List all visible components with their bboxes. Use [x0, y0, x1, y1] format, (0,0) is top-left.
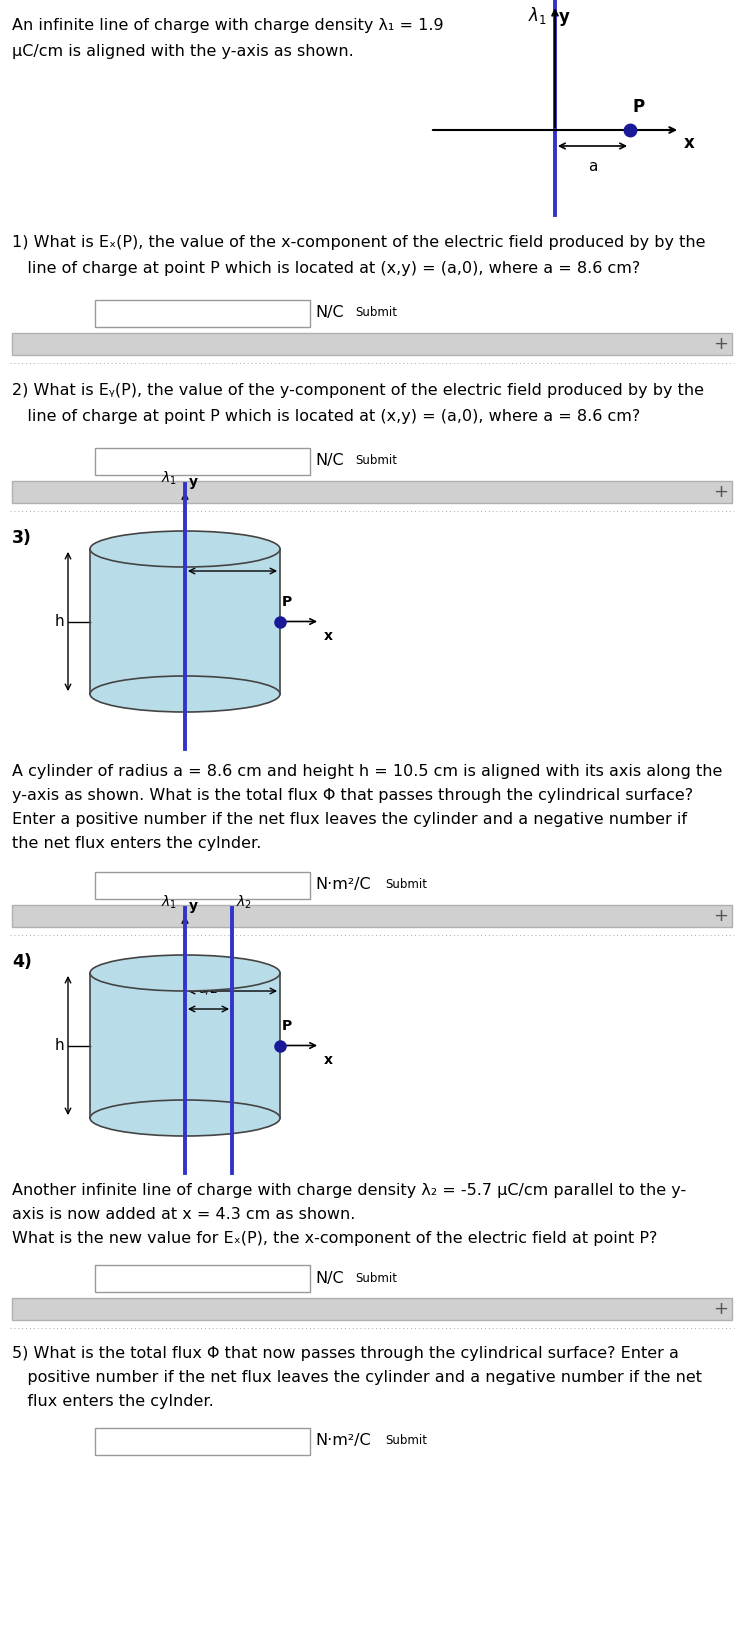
Text: 4): 4) — [12, 953, 32, 971]
Bar — [90, 548, 280, 694]
Ellipse shape — [90, 676, 280, 712]
Bar — [95, 871, 310, 899]
Text: a: a — [228, 543, 237, 557]
Text: μC/cm is aligned with the y-axis as shown.: μC/cm is aligned with the y-axis as show… — [12, 44, 353, 59]
Text: Submit: Submit — [355, 454, 397, 467]
Bar — [12, 333, 732, 356]
Text: a/2: a/2 — [199, 982, 219, 996]
Text: a: a — [214, 965, 222, 978]
Text: +: + — [713, 1301, 728, 1319]
Text: P: P — [282, 596, 292, 609]
Text: Submit: Submit — [385, 878, 427, 891]
Text: P: P — [633, 98, 645, 116]
Bar — [12, 906, 732, 927]
Text: P: P — [282, 1020, 292, 1033]
Text: y: y — [189, 899, 198, 912]
Text: N/C: N/C — [315, 1270, 344, 1286]
Bar — [95, 1265, 310, 1293]
Text: line of charge at point P which is located at (x,y) = (a,0), where a = 8.6 cm?: line of charge at point P which is locat… — [12, 261, 641, 276]
Bar — [95, 300, 310, 326]
Text: 1) What is Eₓ(P), the value of the x-component of the electric field produced by: 1) What is Eₓ(P), the value of the x-com… — [12, 235, 705, 250]
Text: What is the new value for Eₓ(P), the x-component of the electric field at point : What is the new value for Eₓ(P), the x-c… — [12, 1231, 658, 1245]
Text: x: x — [324, 630, 333, 643]
Text: A cylinder of radius a = 8.6 cm and height h = 10.5 cm is aligned with its axis : A cylinder of radius a = 8.6 cm and heig… — [12, 764, 722, 778]
Text: h: h — [54, 1038, 64, 1053]
Bar — [12, 1297, 732, 1320]
Text: a: a — [588, 158, 597, 175]
Text: flux enters the cylnder.: flux enters the cylnder. — [12, 1394, 214, 1408]
Text: 5) What is the total flux Φ that now passes through the cylindrical surface? Ent: 5) What is the total flux Φ that now pas… — [12, 1346, 679, 1361]
Text: $\lambda_1$: $\lambda_1$ — [528, 5, 547, 26]
Ellipse shape — [90, 955, 280, 991]
Text: N·m²/C: N·m²/C — [315, 1433, 371, 1449]
Text: N/C: N/C — [315, 454, 344, 468]
Text: +: + — [713, 483, 728, 501]
Text: positive number if the net flux leaves the cylinder and a negative number if the: positive number if the net flux leaves t… — [12, 1369, 702, 1386]
Text: x: x — [324, 1054, 333, 1067]
Text: y: y — [189, 475, 198, 490]
Text: 3): 3) — [12, 529, 32, 547]
Text: +: + — [713, 335, 728, 353]
Text: axis is now added at x = 4.3 cm as shown.: axis is now added at x = 4.3 cm as shown… — [12, 1208, 356, 1222]
Text: Submit: Submit — [355, 307, 397, 320]
Text: y: y — [559, 8, 570, 26]
Text: y-axis as shown. What is the total flux Φ that passes through the cylindrical su: y-axis as shown. What is the total flux … — [12, 788, 693, 803]
Text: N/C: N/C — [315, 305, 344, 320]
Text: +: + — [713, 907, 728, 925]
Text: h: h — [54, 614, 64, 628]
Text: $\lambda_1$: $\lambda_1$ — [161, 470, 177, 486]
Text: An infinite line of charge with charge density λ₁ = 1.9: An infinite line of charge with charge d… — [12, 18, 443, 33]
Text: Submit: Submit — [355, 1271, 397, 1284]
Bar — [95, 1428, 310, 1456]
Bar — [95, 449, 310, 475]
Ellipse shape — [90, 530, 280, 566]
Text: 2) What is Eᵧ(P), the value of the y-component of the electric field produced by: 2) What is Eᵧ(P), the value of the y-com… — [12, 384, 704, 398]
Text: Submit: Submit — [385, 1435, 427, 1448]
Text: the net flux enters the cylnder.: the net flux enters the cylnder. — [12, 836, 261, 850]
Text: x: x — [684, 134, 695, 152]
Ellipse shape — [90, 1100, 280, 1136]
Text: line of charge at point P which is located at (x,y) = (a,0), where a = 8.6 cm?: line of charge at point P which is locat… — [12, 410, 641, 424]
Bar — [90, 973, 280, 1118]
Text: N·m²/C: N·m²/C — [315, 878, 371, 893]
Text: $\lambda_2$: $\lambda_2$ — [236, 894, 252, 911]
Text: Enter a positive number if the net flux leaves the cylinder and a negative numbe: Enter a positive number if the net flux … — [12, 813, 687, 827]
Text: Another infinite line of charge with charge density λ₂ = -5.7 μC/cm parallel to : Another infinite line of charge with cha… — [12, 1183, 686, 1198]
Bar — [12, 481, 732, 503]
Text: $\lambda_1$: $\lambda_1$ — [161, 894, 177, 911]
